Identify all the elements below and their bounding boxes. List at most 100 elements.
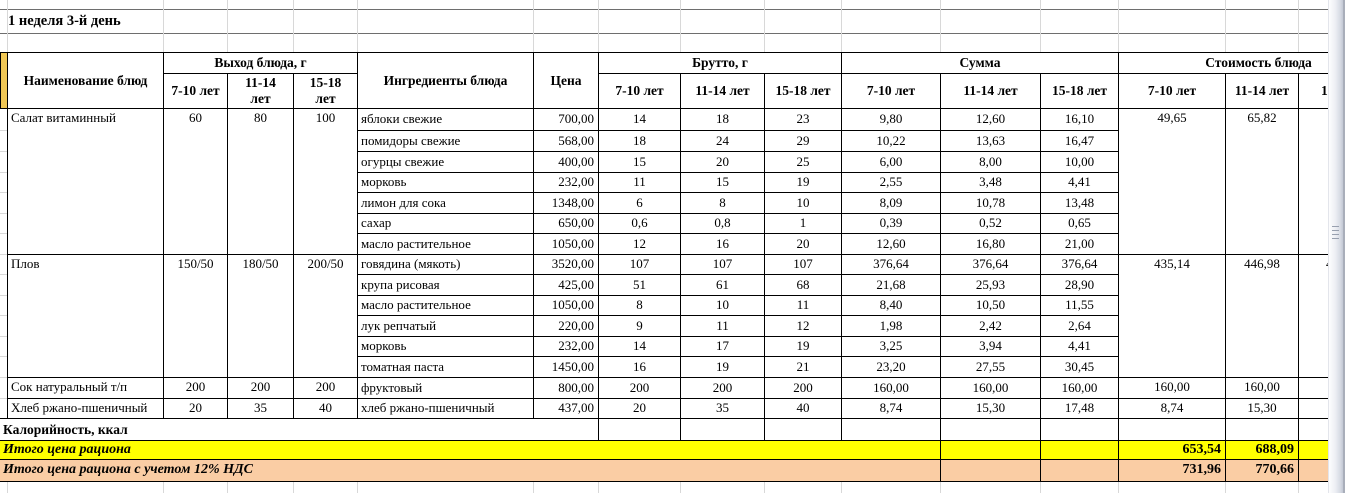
cell-sum-11-14[interactable]: 3,94 — [940, 336, 1041, 357]
total-value-11-14[interactable]: 688,09 — [1225, 440, 1299, 460]
header-sum-group[interactable]: Сумма — [841, 52, 1119, 74]
header-output-group[interactable]: Выход блюда, г — [163, 52, 358, 74]
cell-output-11-14[interactable]: 80 — [227, 108, 294, 255]
cell-price[interactable]: 400,00 — [533, 151, 599, 173]
cell-price[interactable]: 3520,00 — [533, 254, 599, 275]
cell-price[interactable]: 1050,00 — [533, 233, 599, 255]
total-row-cell[interactable] — [1040, 459, 1119, 482]
cell-sum-15-18[interactable]: 17,48 — [1040, 398, 1119, 419]
cell-price[interactable]: 650,00 — [533, 213, 599, 234]
cell-brutto-15-18[interactable]: 10 — [764, 192, 842, 214]
cell-sum-7-10[interactable]: 8,09 — [841, 192, 941, 214]
cell-sum-7-10[interactable]: 12,60 — [841, 233, 941, 255]
cell-ingredient[interactable]: сахар — [357, 213, 534, 234]
cell-brutto-11-14[interactable]: 15 — [680, 172, 765, 193]
cell-sum-7-10[interactable]: 1,98 — [841, 315, 941, 337]
cell-price[interactable]: 1050,00 — [533, 295, 599, 316]
cell-sum-7-10[interactable]: 8,40 — [841, 295, 941, 316]
cell-sum-11-14[interactable]: 8,00 — [940, 151, 1041, 173]
cell-brutto-7-10[interactable]: 16 — [598, 356, 681, 378]
cell-sum-15-18[interactable]: 160,00 — [1040, 377, 1119, 399]
cell-brutto-7-10[interactable]: 8 — [598, 295, 681, 316]
cell-sum-7-10[interactable]: 3,25 — [841, 336, 941, 357]
header-output-11-14[interactable]: 11-14 лет — [227, 73, 294, 109]
cell-ingredient[interactable]: лимон для сока — [357, 192, 534, 214]
cell-brutto-15-18[interactable]: 68 — [764, 274, 842, 296]
total-row-label[interactable]: Итого цена рациона — [0, 440, 941, 460]
cell-sum-7-10[interactable]: 160,00 — [841, 377, 941, 399]
cell-brutto-11-14[interactable]: 107 — [680, 254, 765, 275]
cell-ingredient[interactable]: морковь — [357, 172, 534, 193]
total-row-cell[interactable] — [940, 459, 1041, 482]
cell-sum-11-14[interactable]: 12,60 — [940, 108, 1041, 131]
cell-sum-11-14[interactable]: 2,42 — [940, 315, 1041, 337]
header-cost-11-14[interactable]: 11-14 лет — [1225, 73, 1299, 109]
header-brutto-7-10[interactable]: 7-10 лет — [598, 73, 681, 109]
total-row-cell[interactable] — [1040, 440, 1119, 460]
cell-brutto-11-14[interactable]: 19 — [680, 356, 765, 378]
cell-brutto-11-14[interactable]: 24 — [680, 130, 765, 152]
header-cost-7-10[interactable]: 7-10 лет — [1118, 73, 1226, 109]
header-output-15-18[interactable]: 15-18 лет — [293, 73, 358, 109]
cell-sum-15-18[interactable]: 13,48 — [1040, 192, 1119, 214]
calories-row-cell[interactable] — [1118, 418, 1226, 441]
cell-sum-15-18[interactable]: 16,10 — [1040, 108, 1119, 131]
header-price[interactable]: Цена — [533, 52, 599, 109]
calories-row-label[interactable]: Калорийность, ккал — [0, 418, 599, 441]
calories-row-cell[interactable] — [841, 418, 941, 441]
header-brutto-11-14[interactable]: 11-14 лет — [680, 73, 765, 109]
cell-sum-11-14[interactable]: 0,52 — [940, 213, 1041, 234]
cell-brutto-7-10[interactable]: 18 — [598, 130, 681, 152]
cell-brutto-11-14[interactable]: 17 — [680, 336, 765, 357]
cell-price[interactable]: 700,00 — [533, 108, 599, 131]
cell-brutto-7-10[interactable]: 20 — [598, 398, 681, 419]
header-brutto-15-18[interactable]: 15-18 лет — [764, 73, 842, 109]
cell-brutto-15-18[interactable]: 25 — [764, 151, 842, 173]
header-cost-group[interactable]: Стоимость блюда — [1118, 52, 1345, 74]
cell-sum-7-10[interactable]: 23,20 — [841, 356, 941, 378]
cell-ingredient[interactable]: морковь — [357, 336, 534, 357]
cell-brutto-15-18[interactable]: 40 — [764, 398, 842, 419]
header-sum-7-10[interactable]: 7-10 лет — [841, 73, 941, 109]
cell-sum-15-18[interactable]: 4,41 — [1040, 336, 1119, 357]
cell-sum-11-14[interactable]: 376,64 — [940, 254, 1041, 275]
cell-sum-7-10[interactable]: 376,64 — [841, 254, 941, 275]
cell-sum-11-14[interactable]: 25,93 — [940, 274, 1041, 296]
cell-output-7-10[interactable]: 60 — [163, 108, 228, 255]
cell-brutto-15-18[interactable]: 19 — [764, 172, 842, 193]
cell-output-15-18[interactable]: 100 — [293, 108, 358, 255]
cell-cost-11-14[interactable]: 446,98 — [1225, 254, 1299, 378]
cell-sum-11-14[interactable]: 13,63 — [940, 130, 1041, 152]
cell-brutto-7-10[interactable]: 200 — [598, 377, 681, 399]
cell-price[interactable]: 425,00 — [533, 274, 599, 296]
cell-brutto-11-14[interactable]: 11 — [680, 315, 765, 337]
cell-brutto-7-10[interactable]: 0,6 — [598, 213, 681, 234]
cell-brutto-11-14[interactable]: 10 — [680, 295, 765, 316]
header-brutto-group[interactable]: Брутто, г — [598, 52, 842, 74]
cell-sum-15-18[interactable]: 30,45 — [1040, 356, 1119, 378]
cell-output-7-10[interactable]: 200 — [163, 377, 228, 399]
cell-dish-name[interactable]: Хлеб ржано-пшеничный — [7, 398, 164, 419]
cell-ingredient[interactable]: говядина (мякоть) — [357, 254, 534, 275]
cell-cost-11-14[interactable]: 160,00 — [1225, 377, 1299, 399]
cell-output-15-18[interactable]: 40 — [293, 398, 358, 419]
cell-output-7-10[interactable]: 150/50 — [163, 254, 228, 378]
calories-row-cell[interactable] — [764, 418, 842, 441]
cell-brutto-11-14[interactable]: 18 — [680, 108, 765, 131]
cell-output-11-14[interactable]: 200 — [227, 377, 294, 399]
header-sum-11-14[interactable]: 11-14 лет — [940, 73, 1041, 109]
cell-price[interactable]: 220,00 — [533, 315, 599, 337]
cell-cost-7-10[interactable]: 49,65 — [1118, 108, 1226, 255]
cell-sum-15-18[interactable]: 2,64 — [1040, 315, 1119, 337]
cell-sum-15-18[interactable]: 0,65 — [1040, 213, 1119, 234]
calories-row-cell[interactable] — [940, 418, 1041, 441]
cell-brutto-15-18[interactable]: 29 — [764, 130, 842, 152]
cell-sum-7-10[interactable]: 10,22 — [841, 130, 941, 152]
cell-ingredient[interactable]: лук репчатый — [357, 315, 534, 337]
cell-cost-7-10[interactable]: 160,00 — [1118, 377, 1226, 399]
cell-brutto-11-14[interactable]: 200 — [680, 377, 765, 399]
cell-sum-11-14[interactable]: 3,48 — [940, 172, 1041, 193]
cell-brutto-15-18[interactable]: 12 — [764, 315, 842, 337]
cell-brutto-11-14[interactable]: 20 — [680, 151, 765, 173]
cell-brutto-11-14[interactable]: 35 — [680, 398, 765, 419]
